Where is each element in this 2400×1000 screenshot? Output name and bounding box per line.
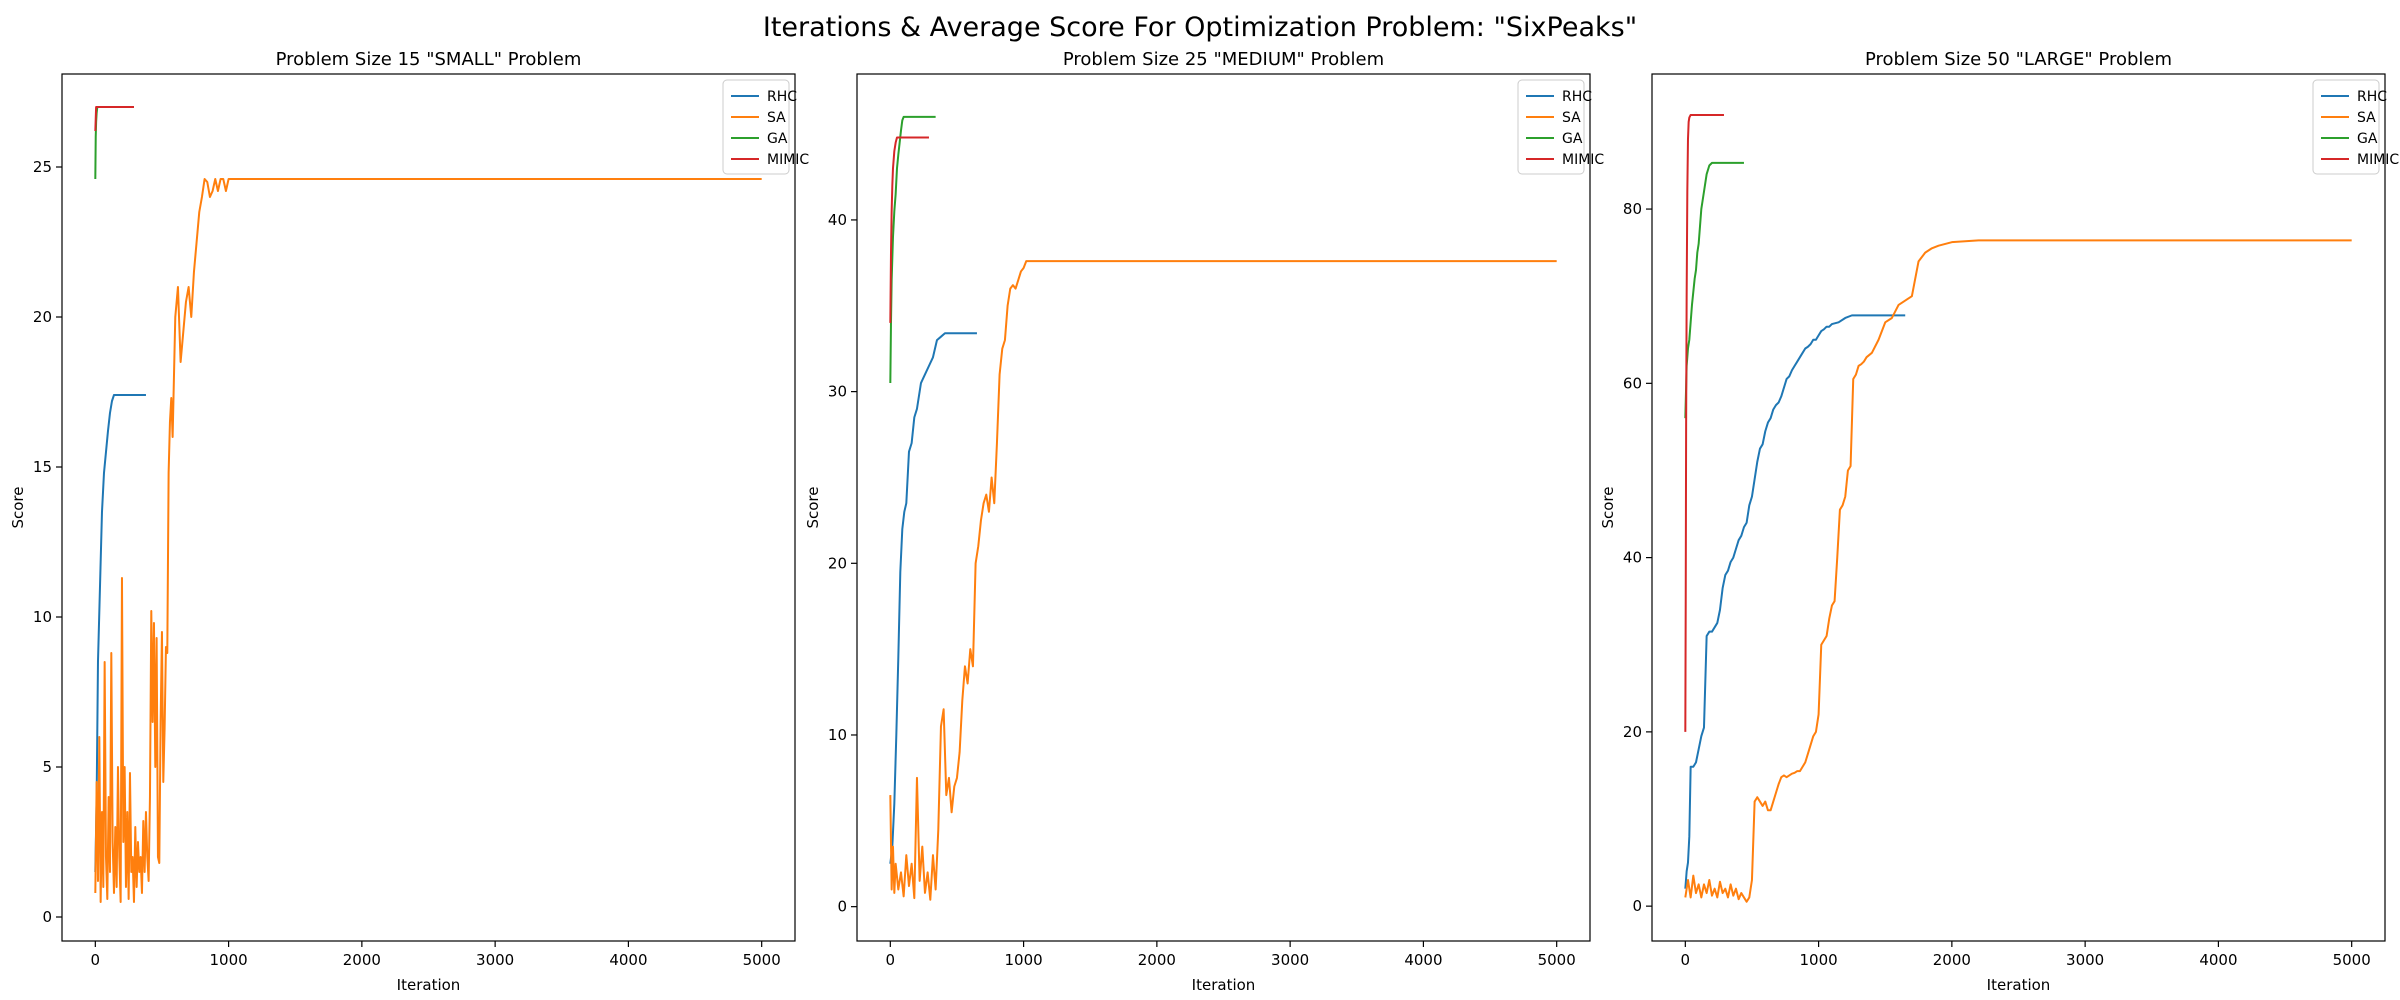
x-tick-label: 4000	[609, 951, 647, 969]
x-tick-label: 1000	[209, 951, 247, 969]
legend-label-mimic: MIMIC	[1562, 152, 1604, 168]
y-tick-label: 20	[828, 554, 847, 572]
y-axis-label: Score	[1599, 486, 1617, 528]
axes-frame	[856, 73, 1591, 942]
x-tick-label: 2000	[343, 951, 381, 969]
x-tick-label: 5000	[1538, 951, 1576, 969]
y-tick-label: 30	[828, 383, 847, 401]
y-tick-label: 10	[33, 608, 52, 626]
legend-label-sa: SA	[767, 110, 786, 126]
legend-label-sa: SA	[2357, 110, 2376, 126]
series-line-sa	[94, 178, 762, 903]
legend-label-ga: GA	[2357, 131, 2378, 147]
axes-frame	[61, 73, 796, 942]
y-tick-label: 0	[837, 898, 847, 916]
legend-label-ga: GA	[767, 131, 788, 147]
legend-label-rhc: RHC	[767, 89, 797, 105]
legend: RHC SA GA MIMIC	[2312, 79, 2399, 175]
x-tick-label: 0	[886, 951, 896, 969]
y-tick-label: 40	[828, 211, 847, 229]
legend-label-mimic: MIMIC	[767, 152, 809, 168]
series-line-rhc	[889, 332, 977, 864]
chart-panel-2: 0 1000 2000 3000 4000 5000 0 10 20 30 40 Problem Si…	[804, 49, 1604, 994]
x-tick-label: 2000	[1138, 951, 1176, 969]
series-line-mimic	[889, 136, 929, 323]
series-line-mimic	[1684, 113, 1724, 732]
y-axis-label: Score	[9, 486, 27, 528]
legend-label-sa: SA	[1562, 110, 1581, 126]
y-tick-label: 60	[1623, 374, 1642, 392]
y-tick-label: 0	[1632, 897, 1642, 915]
y-tick-label: 80	[1623, 200, 1642, 218]
x-tick-label: 4000	[2199, 951, 2237, 969]
series-line-sa	[1684, 239, 2352, 903]
x-tick-label: 5000	[743, 951, 781, 969]
chart-panel-1: 0 1000 2000 3000 4000 5000 0 5 10 15 20 25 Problem S…	[9, 49, 809, 994]
series-line-ga	[889, 115, 936, 384]
x-tick-label: 5000	[2333, 951, 2371, 969]
y-tick-label: 20	[1623, 723, 1642, 741]
series-line-ga	[94, 106, 134, 180]
y-tick-label: 20	[33, 308, 52, 326]
x-tick-label: 3000	[476, 951, 514, 969]
x-tick-label: 4000	[1404, 951, 1442, 969]
legend-label-rhc: RHC	[2357, 89, 2387, 105]
series-line-rhc	[94, 394, 146, 873]
y-tick-label: 0	[42, 908, 52, 926]
y-tick-label: 5	[42, 758, 52, 776]
series-line-mimic	[94, 106, 134, 132]
y-tick-label: 25	[33, 158, 52, 176]
legend-box	[1517, 79, 1585, 175]
legend-label-rhc: RHC	[1562, 89, 1592, 105]
series-line-sa	[889, 260, 1557, 901]
series-line-ga	[1684, 161, 1744, 419]
legend: RHC SA GA MIMIC	[1517, 79, 1604, 175]
panel-title: Problem Size 25 "MEDIUM" Problem	[1063, 49, 1384, 70]
x-axis-label: Iteration	[1987, 976, 2051, 994]
x-tick-label: 3000	[2066, 951, 2104, 969]
panel-title: Problem Size 15 "SMALL" Problem	[276, 49, 582, 70]
x-tick-label: 2000	[1933, 951, 1971, 969]
panel-title: Problem Size 50 "LARGE" Problem	[1865, 49, 2172, 70]
legend-label-ga: GA	[1562, 131, 1583, 147]
y-tick-label: 15	[33, 458, 52, 476]
y-tick-label: 10	[828, 726, 847, 744]
y-axis-label: Score	[804, 486, 822, 528]
chart-panel-3: 0 1000 2000 3000 4000 5000 0 20 40 60 80 Problem Si…	[1599, 49, 2399, 994]
axes-frame	[1651, 73, 2386, 942]
x-tick-label: 1000	[1004, 951, 1042, 969]
legend-label-mimic: MIMIC	[2357, 152, 2399, 168]
x-tick-label: 1000	[1799, 951, 1837, 969]
x-axis-label: Iteration	[397, 976, 461, 994]
legend-box	[2312, 79, 2380, 175]
x-axis-label: Iteration	[1192, 976, 1256, 994]
x-tick-label: 3000	[1271, 951, 1309, 969]
legend-box	[722, 79, 790, 175]
series-line-rhc	[1684, 314, 1906, 889]
x-tick-label: 0	[91, 951, 101, 969]
y-tick-label: 40	[1623, 549, 1642, 567]
figure-suptitle: Iterations & Average Score For Optimizat…	[762, 12, 1638, 43]
x-tick-label: 0	[1681, 951, 1691, 969]
legend: RHC SA GA MIMIC	[722, 79, 809, 175]
